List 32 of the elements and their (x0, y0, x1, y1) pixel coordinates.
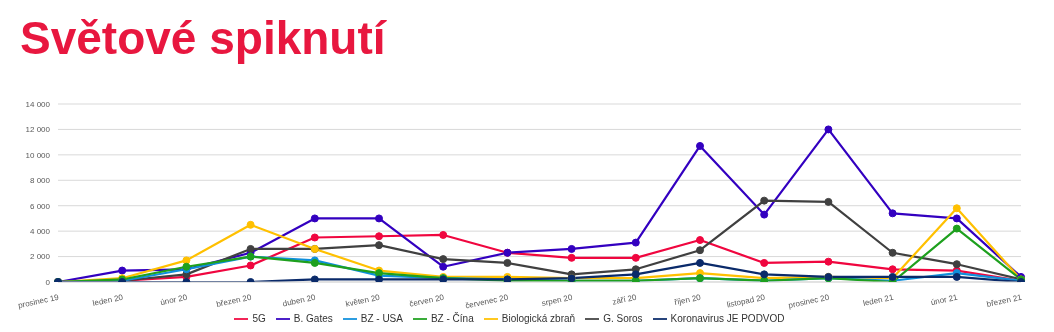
x-tick-label: březen 20 (215, 292, 253, 309)
x-tick-label: prosinec 19 (17, 292, 61, 311)
x-tick-label: květen 20 (344, 292, 382, 309)
legend-label: 5G (252, 312, 266, 324)
legend-label: BZ - USA (360, 312, 403, 324)
x-tick-label: leden 21 (862, 292, 895, 308)
y-tick-label: 6 000 (29, 201, 51, 211)
x-tick-label: říjen 20 (673, 292, 703, 308)
x-tick-label: srpen 20 (540, 292, 574, 308)
x-tick-label: září 20 (611, 292, 638, 307)
legend-label: Biologická zbraň (501, 312, 576, 324)
x-tick-label: prosinec 20 (787, 292, 831, 311)
legend-label: Koronavirus JE PODVOD (670, 312, 785, 324)
chart-title: Světové spiknutí (19, 11, 388, 66)
y-tick-label: 4 000 (29, 226, 51, 236)
x-tick-label: leden 20 (91, 292, 125, 308)
x-tick-label: duben 20 (281, 292, 317, 309)
y-tick-label: 0 (45, 277, 51, 287)
x-tick-label: červen 20 (408, 292, 446, 309)
y-tick-label: 12 000 (25, 125, 51, 135)
x-tick-label: červenec 20 (464, 292, 510, 311)
legend-label: B. Gates (293, 312, 333, 324)
y-tick-label: 2 000 (29, 252, 51, 262)
y-tick-label: 8 000 (29, 176, 51, 186)
legend-label: G. Soros (603, 312, 643, 324)
y-tick-label: 10 000 (25, 150, 51, 160)
x-tick-label: únor 21 (929, 292, 959, 308)
y-tick-label: 14 000 (25, 99, 51, 109)
x-tick-label: únor 20 (159, 292, 189, 308)
x-tick-label: listopad 20 (726, 292, 767, 310)
legend-label: BZ - Čína (430, 312, 474, 324)
x-tick-label: březen 21 (985, 292, 1024, 309)
